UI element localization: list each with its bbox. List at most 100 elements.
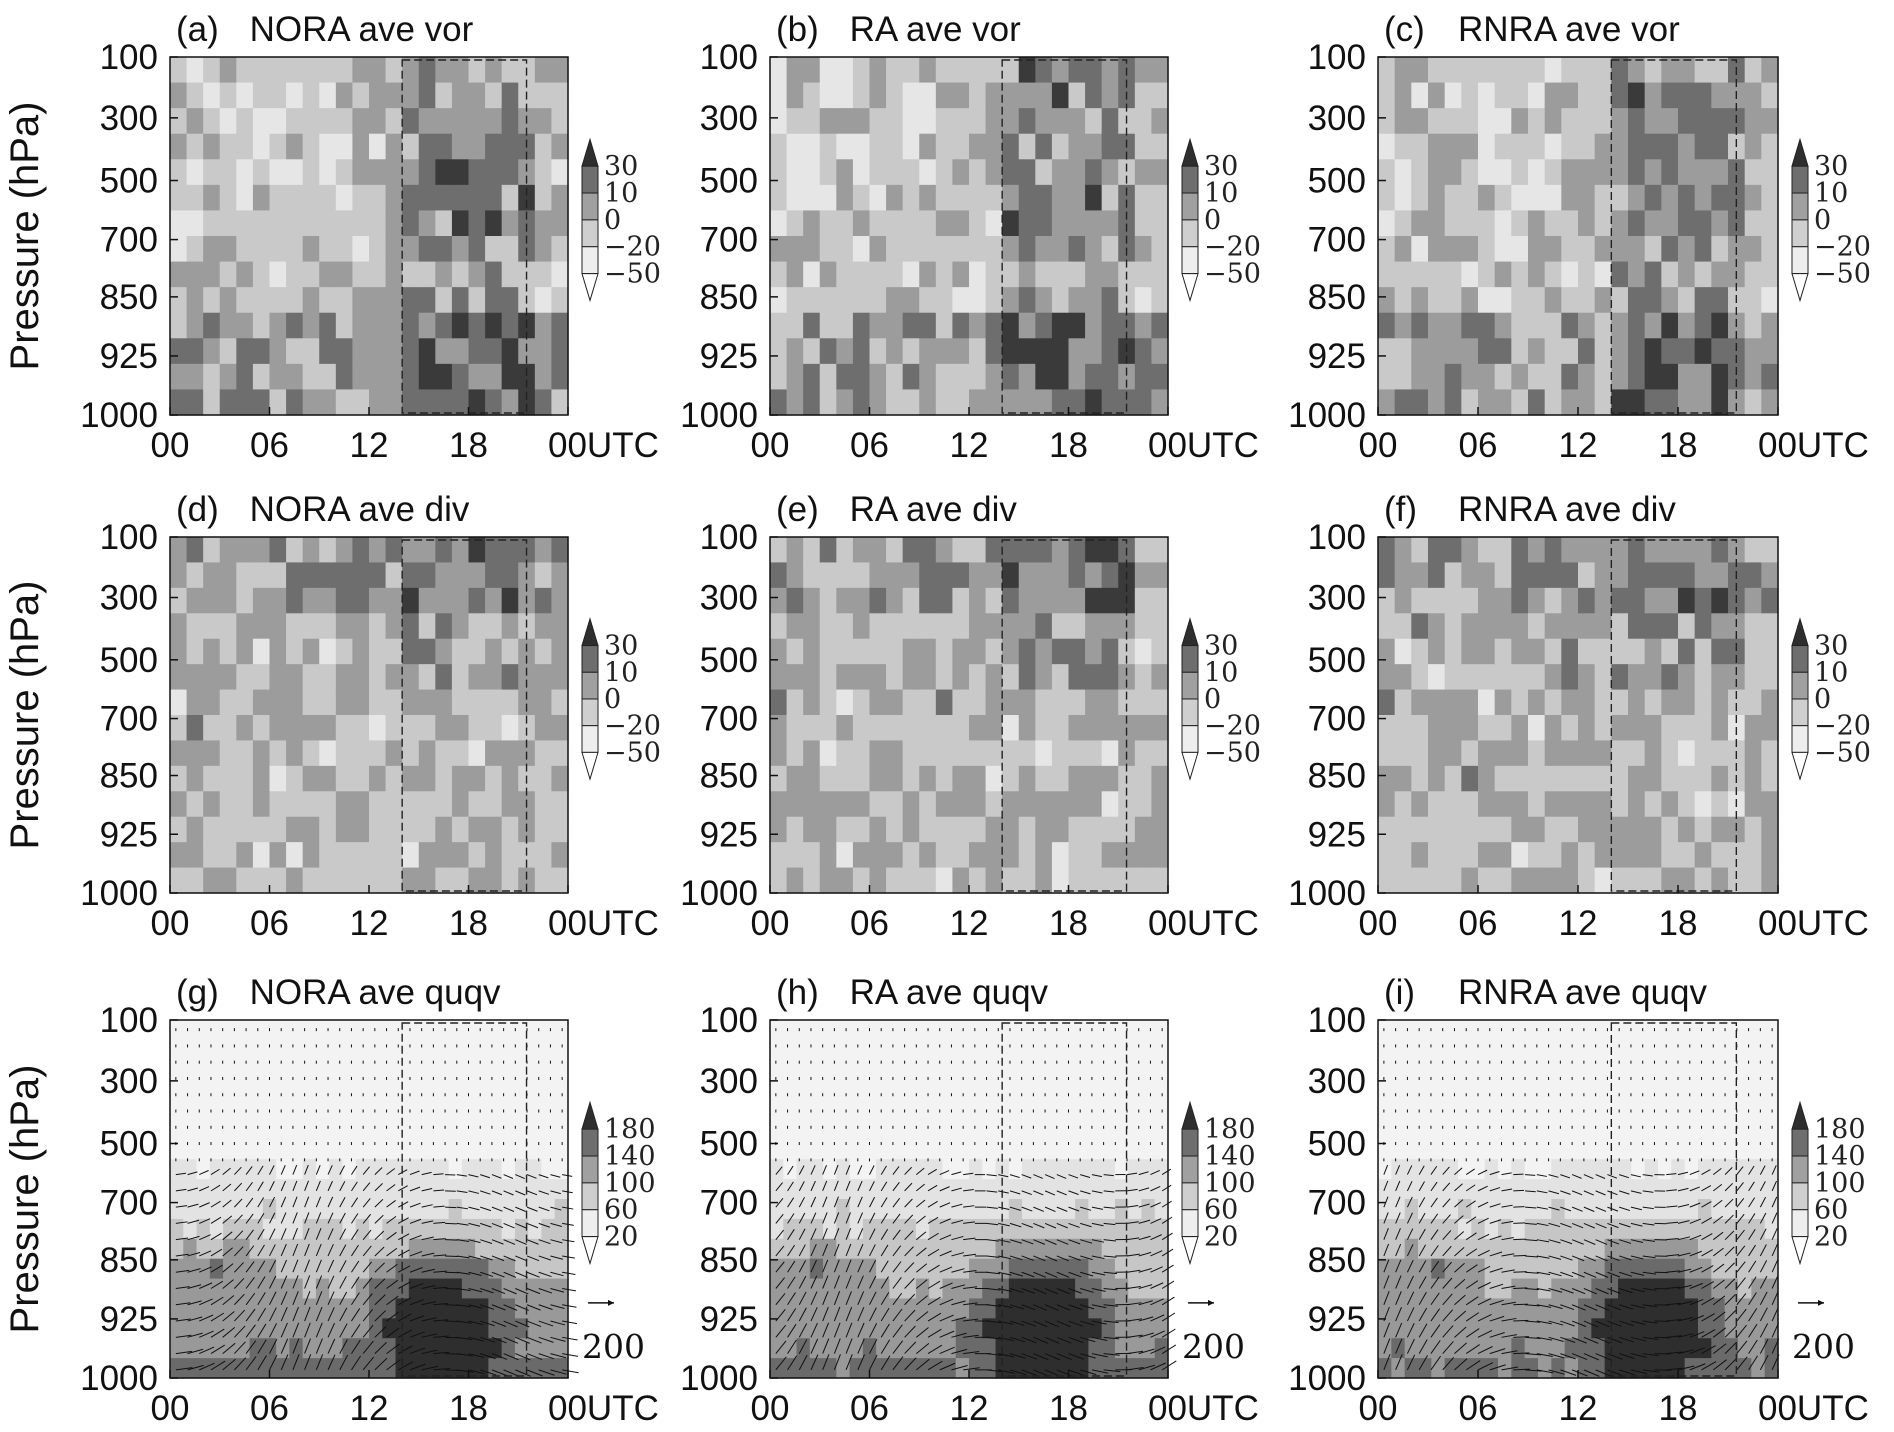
storm-period-box — [401, 539, 528, 892]
y-tick-label: 300 — [100, 579, 158, 618]
x-tick-label: 06 — [250, 426, 289, 465]
y-tick-label: 300 — [1308, 579, 1366, 618]
colorbar-label: 0 — [1814, 205, 1831, 236]
y-tick-label: 925 — [700, 337, 758, 376]
y-tick-label: 850 — [700, 278, 758, 317]
reference-vector-head — [1818, 1299, 1824, 1306]
colorbar-label: 10 — [1814, 657, 1848, 688]
colorbar-label: −50 — [1204, 737, 1261, 768]
y-tick-label: 850 — [100, 278, 158, 317]
x-tick-label: 00UTC — [1758, 1389, 1869, 1428]
x-tick-label: 12 — [1559, 1389, 1598, 1428]
y-tick-label: 925 — [700, 1300, 758, 1339]
colorbar-label: 20 — [1814, 1222, 1848, 1253]
x-tick-label: 06 — [1459, 426, 1498, 465]
y-tick-label: 850 — [700, 1241, 758, 1280]
x-tick-label: 18 — [1049, 1389, 1088, 1428]
x-tick-label: 00 — [751, 904, 790, 943]
y-axis-label: Pressure (hPa) — [3, 581, 47, 850]
x-tick-label: 00UTC — [548, 904, 659, 943]
y-tick-label: 1000 — [80, 874, 158, 913]
colorbar-label: 0 — [1204, 205, 1221, 236]
storm-period-box — [1001, 539, 1128, 892]
panel-d-shading — [170, 537, 569, 894]
colorbar-label: 20 — [1204, 1222, 1238, 1253]
panel-f-shading — [1378, 537, 1779, 894]
y-tick-label: 925 — [700, 815, 758, 854]
y-tick-label: 100 — [1308, 1001, 1366, 1040]
x-tick-label: 06 — [250, 904, 289, 943]
colorbar-label: 30 — [1814, 151, 1848, 182]
x-tick-label: 00 — [151, 1389, 190, 1428]
colorbar-label: −50 — [604, 737, 661, 768]
colorbar-label: 0 — [1814, 684, 1831, 715]
y-tick-label: 300 — [100, 99, 158, 138]
x-tick-label: 00 — [1359, 904, 1398, 943]
y-tick-label: 925 — [1308, 1300, 1366, 1339]
panel-h-shading — [770, 1020, 1177, 1379]
y-tick-label: 925 — [1308, 337, 1366, 376]
reference-vector-label: 200 — [582, 1327, 645, 1366]
y-tick-label: 850 — [1308, 757, 1366, 796]
panel-label: (c) — [1384, 10, 1425, 49]
x-tick-label: 18 — [1659, 904, 1698, 943]
y-tick-label: 700 — [1308, 700, 1366, 739]
y-tick-label: 1000 — [80, 396, 158, 435]
y-tick-label: 300 — [1308, 1062, 1366, 1101]
colorbar-label: 10 — [604, 657, 638, 688]
y-tick-label: 700 — [1308, 1184, 1366, 1223]
x-tick-label: 18 — [1049, 904, 1088, 943]
y-tick-label: 700 — [100, 1184, 158, 1223]
y-tick-label: 100 — [700, 518, 758, 557]
x-tick-label: 12 — [950, 904, 989, 943]
colorbar-label: 20 — [604, 1222, 638, 1253]
y-tick-label: 700 — [700, 221, 758, 260]
x-tick-label: 00 — [1359, 1389, 1398, 1428]
panel-c-shading — [1378, 57, 1779, 416]
panel-g: (g) NORA ave quqv100300500700850925100000… — [3, 973, 659, 1428]
x-tick-label: 12 — [950, 1389, 989, 1428]
colorbar-label: −20 — [604, 711, 661, 742]
y-tick-label: 300 — [700, 579, 758, 618]
colorbar-label: 180 — [604, 1114, 656, 1145]
colorbar-label: −50 — [1814, 737, 1871, 768]
storm-period-box — [1610, 539, 1738, 892]
colorbar-label: 30 — [1204, 631, 1238, 662]
colorbar-label: 0 — [604, 205, 621, 236]
panel-title: RA ave vor — [850, 10, 1022, 49]
x-tick-label: 00 — [151, 904, 190, 943]
x-tick-label: 12 — [950, 426, 989, 465]
x-tick-label: 18 — [1659, 1389, 1698, 1428]
x-tick-label: 18 — [449, 426, 488, 465]
colorbar-label: 140 — [1814, 1141, 1866, 1172]
colorbar-label: 30 — [1204, 151, 1238, 182]
x-tick-label: 00 — [751, 426, 790, 465]
y-tick-label: 925 — [100, 1300, 158, 1339]
y-tick-label: 1000 — [680, 874, 758, 913]
reference-vector-head — [608, 1299, 614, 1306]
panel-title: RA ave quqv — [850, 973, 1049, 1012]
y-tick-label: 850 — [700, 757, 758, 796]
x-tick-label: 06 — [250, 1389, 289, 1428]
colorbar-label: 60 — [1204, 1195, 1238, 1226]
y-tick-label: 500 — [100, 1125, 158, 1164]
x-tick-label: 00UTC — [1148, 904, 1259, 943]
colorbar-label: 10 — [604, 178, 638, 209]
colorbar-label: −20 — [1814, 711, 1871, 742]
storm-period-box — [1610, 1022, 1738, 1377]
y-tick-label: 100 — [100, 38, 158, 77]
colorbar-label: −20 — [1814, 232, 1871, 263]
x-tick-label: 00UTC — [1758, 904, 1869, 943]
panel-title: NORA ave div — [250, 490, 470, 529]
x-tick-label: 00UTC — [1758, 426, 1869, 465]
storm-period-box — [401, 59, 528, 414]
colorbar-label: 10 — [1204, 657, 1238, 688]
colorbar-label: 60 — [604, 1195, 638, 1226]
panel-i-shading — [1378, 1020, 1780, 1379]
